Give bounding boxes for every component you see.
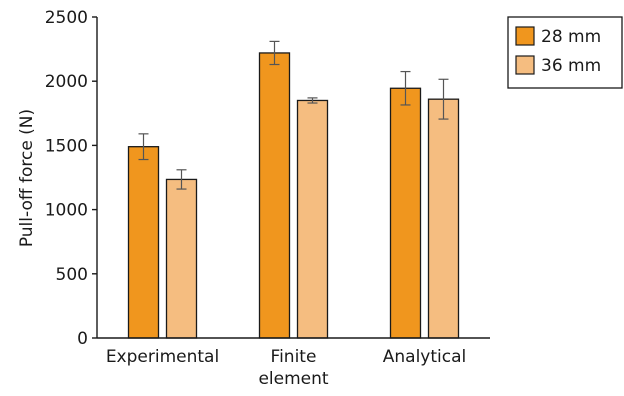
- y-tick-label: 1000: [45, 201, 88, 221]
- y-tick-label: 2500: [45, 8, 88, 28]
- category-label: Analytical: [383, 347, 466, 367]
- category-label: element: [258, 369, 328, 389]
- y-tick-label: 1500: [45, 136, 88, 156]
- y-tick-label: 2000: [45, 72, 88, 92]
- category-label: Experimental: [106, 347, 219, 367]
- legend: 28 mm 36 mm: [507, 16, 623, 89]
- bars: [127, 40, 460, 339]
- category-label: Finite: [271, 347, 317, 367]
- y-axis-title: Pull-off force (N): [17, 109, 37, 247]
- bar: [389, 87, 422, 339]
- bar: [127, 146, 160, 339]
- legend-swatch: [515, 26, 535, 46]
- legend-swatch: [515, 55, 535, 75]
- y-tick-label: 500: [56, 265, 88, 285]
- bar: [165, 178, 198, 339]
- legend-label: 36 mm: [541, 56, 601, 76]
- y-axis: 0 500 1000 1500 2000 2500: [45, 8, 98, 349]
- bar: [258, 52, 291, 339]
- legend-label: 28 mm: [541, 27, 601, 47]
- y-tick-label: 0: [77, 329, 88, 349]
- bar: [296, 99, 329, 339]
- bar: [427, 98, 460, 339]
